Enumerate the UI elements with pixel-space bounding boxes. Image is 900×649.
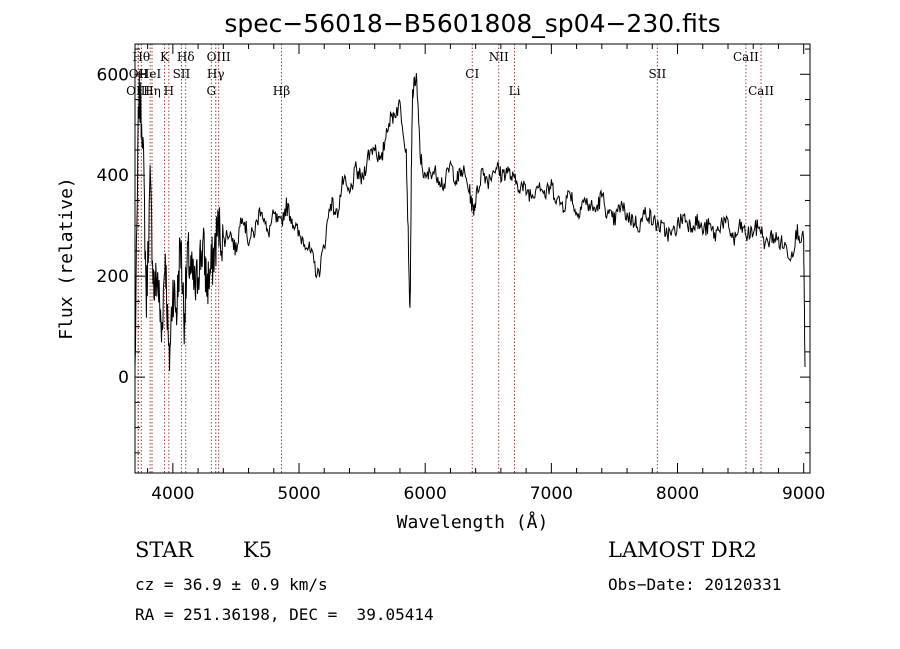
line-marker-label: OIII: [207, 50, 231, 64]
x-tick-label: 7000: [530, 484, 573, 504]
axis-ticks: 4000 5000 6000 7000 8000 9000 0 200 400 600: [97, 44, 825, 504]
y-tick-label: 400: [97, 166, 129, 186]
line-marker-label: Hγ: [207, 67, 225, 81]
sky-coordinates: RA = 251.36198, DEC = 39.05414: [135, 605, 434, 624]
line-markers: HθKHδOIIINIICaIIOIIHeISIIHγCISIIOIIIHηHG…: [126, 44, 774, 473]
line-marker-label: G: [207, 84, 217, 98]
line-marker-label: Hη: [143, 84, 161, 98]
x-tick-label: 6000: [404, 484, 447, 504]
observation-date: Obs−Date: 20120331: [608, 575, 782, 594]
series-layer: [134, 70, 806, 371]
chart-title: spec−56018−B5601808_sp04−230.fits: [224, 9, 720, 38]
line-marker-label: H: [164, 84, 174, 98]
x-tick-label: 8000: [656, 484, 699, 504]
line-marker-label: Hθ: [132, 50, 150, 64]
y-tick-label: 0: [118, 368, 129, 388]
object-subclass: K5: [243, 538, 273, 562]
line-marker-label: CI: [465, 67, 479, 81]
x-tick-label: 4000: [151, 484, 194, 504]
line-marker-label: HeI: [139, 67, 162, 81]
survey-name: LAMOST DR2: [608, 538, 757, 562]
line-marker-label: NII: [489, 50, 509, 64]
line-marker-label: Li: [509, 84, 521, 98]
x-tick-label: 9000: [782, 484, 825, 504]
line-marker-label: Hβ: [273, 84, 290, 98]
line-marker-label: CaII: [748, 84, 774, 98]
line-marker-label: K: [160, 50, 170, 64]
y-axis-label: Flux (relative): [56, 177, 77, 340]
y-tick-label: 200: [97, 267, 129, 287]
x-tick-label: 5000: [277, 484, 320, 504]
line-marker-label: OIII: [126, 84, 150, 98]
redshift-cz: cz = 36.9 ± 0.9 km/s: [135, 575, 328, 594]
y-tick-label: 600: [97, 65, 129, 85]
line-marker-label: SII: [648, 67, 666, 81]
line-marker-label: Hδ: [177, 50, 195, 64]
line-marker-label: SII: [173, 67, 191, 81]
line-marker-label: CaII: [733, 50, 759, 64]
x-axis-label: Wavelength (Å): [397, 511, 549, 533]
object-class: STAR: [135, 538, 194, 562]
spectrum-line: [134, 70, 806, 371]
plot-frame: [134, 43, 811, 474]
